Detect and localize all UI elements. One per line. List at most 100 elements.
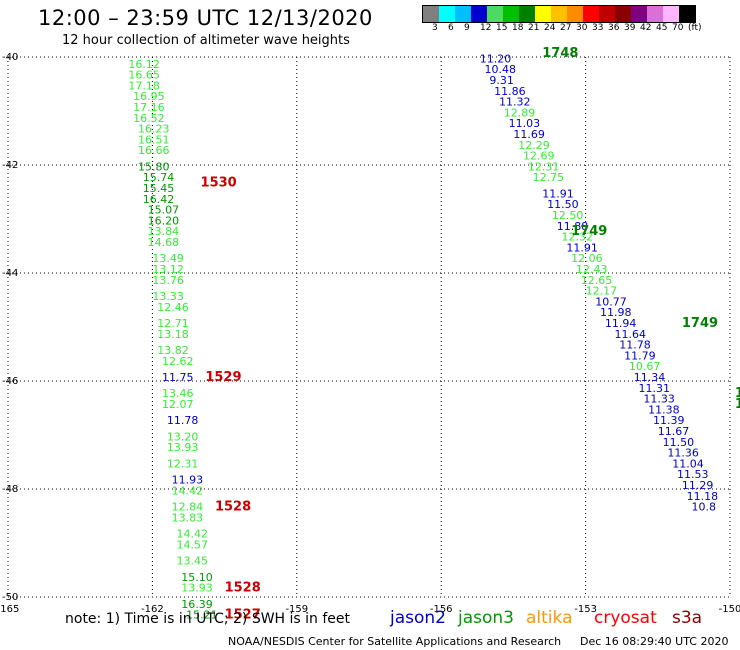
colorbar-swatch [519,6,535,22]
swh-point-label: 12.84 [172,501,204,514]
swh-point-label: 14.42 [176,528,208,541]
swh-point-label: 13.49 [152,252,184,265]
swh-point-label: 11.91 [542,187,574,200]
swh-point-label: 11.38 [648,403,680,416]
swh-point-label: 12.69 [523,150,555,163]
pass-time-label: 1749 [571,224,607,239]
colorbar-swatch [567,6,583,22]
swh-point-label: 11.50 [547,198,579,211]
swh-point-label: 11.18 [687,490,719,503]
chart-subtitle: 12 hour collection of altimeter wave hei… [62,33,350,48]
swh-point-label: 12.89 [504,106,535,119]
timestamp-text: Dec 16 08:29:40 UTC 2020 [580,635,729,648]
swh-point-label: 12.43 [576,263,608,276]
swh-point-label: 13.93 [181,582,213,595]
y-tick-label: -44 [2,268,18,279]
swh-point-label: 14.68 [148,236,180,249]
swh-point-label: 13.82 [157,344,189,357]
swh-point-label: 11.04 [672,457,704,470]
colorbar [422,5,696,23]
colorbar-label: 6 [448,23,454,33]
x-tick-label: -156 [430,604,453,615]
swh-point-label: 11.36 [667,447,699,460]
y-tick-label: -48 [2,484,18,495]
colorbar-swatch [471,6,487,22]
colorbar-label: 18 [512,23,524,33]
swh-point-label: 16.66 [138,144,170,157]
x-tick-label: -165 [0,604,19,615]
x-tick-label: -162 [141,604,164,615]
colorbar-swatch [631,6,647,22]
colorbar-label: (ft) [688,23,702,33]
swh-point-label: 13.18 [157,328,189,341]
swh-point-label: 11.78 [167,414,199,427]
colorbar-swatch [615,6,631,22]
x-tick-label: -159 [285,604,308,615]
colorbar-label: 3 [432,23,438,33]
swh-point-label: 12.06 [571,252,603,265]
swh-point-label: 16.12 [128,58,160,71]
swh-point-label: 11.75 [162,371,194,384]
colorbar-swatch [647,6,663,22]
swh-point-label: 13.33 [152,290,184,303]
colorbar-swatch [583,6,599,22]
swh-point-label: 13.45 [176,555,208,568]
swh-point-label: 11.91 [566,241,598,254]
swh-point-label: 16.39 [181,598,213,611]
y-tick-label: -46 [2,376,18,387]
colorbar-swatch [551,6,567,22]
swh-point-label: 13.20 [167,430,199,443]
x-tick-label: -153 [574,604,597,615]
colorbar-label: 15 [496,23,508,33]
swh-point-label: 12.17 [586,285,618,298]
swh-point-label: 11.20 [480,52,512,65]
colorbar-swatch [503,6,519,22]
colorbar-swatch [535,6,551,22]
swh-point-label: 11.53 [677,468,709,481]
y-tick-label: -40 [2,52,18,63]
colorbar-label: 27 [560,23,572,33]
colorbar-swatch [487,6,503,22]
pass-time-label: 1528 [225,581,261,596]
colorbar-swatch [663,6,679,22]
swh-point-label: 11.34 [634,371,666,384]
swh-point-label: 16.52 [133,112,165,125]
pass-time-label: 1528 [215,500,251,515]
pass-time-label: 1529 [205,370,241,385]
swh-point-label: 13.76 [152,274,184,287]
swh-point-label: 16.20 [148,214,180,227]
swh-point-label: 12.62 [162,355,194,368]
colorbar-label: 12 [480,23,492,33]
colorbar-label: 24 [544,23,556,33]
swh-point-label: 12.46 [157,301,189,314]
swh-point-label: 13.46 [162,387,194,400]
credit-text: NOAA/NESDIS Center for Satellite Applica… [228,635,562,648]
swh-point-label: 16.51 [138,133,170,146]
chart-title: 12:00 – 23:59 UTC 12/13/2020 [38,6,373,30]
colorbar-swatch [423,6,439,22]
colorbar-label: 33 [592,23,604,33]
swh-point-label: 12.32 [562,231,594,244]
swh-point-label: 11.32 [499,96,530,109]
swh-point-label: 11.93 [172,474,204,487]
swh-point-label: 13.83 [172,511,204,524]
colorbar-label: 36 [608,23,620,33]
colorbar-swatch [455,6,471,22]
swh-point-label: 15.74 [143,171,175,184]
swh-point-label: 11.29 [682,479,714,492]
swh-point-label: 11.78 [619,339,651,352]
colorbar-label: 42 [640,23,652,33]
swh-point-label: 15.07 [148,204,180,217]
swh-point-label: 9.31 [489,74,514,87]
swh-point-label: 13.12 [152,263,184,276]
swh-point-label: 11.64 [614,328,646,341]
swh-point-label: 11.69 [513,128,545,141]
swh-point-label: 10.48 [485,63,517,76]
legend-item: cryosat [594,608,657,628]
pass-time-label: 1530 [201,176,237,191]
swh-point-label: 14.57 [176,538,208,551]
swh-point-label: 12.31 [528,160,560,173]
swh-point-label: 10.77 [595,295,627,308]
swh-point-label: 11.88 [557,220,589,233]
